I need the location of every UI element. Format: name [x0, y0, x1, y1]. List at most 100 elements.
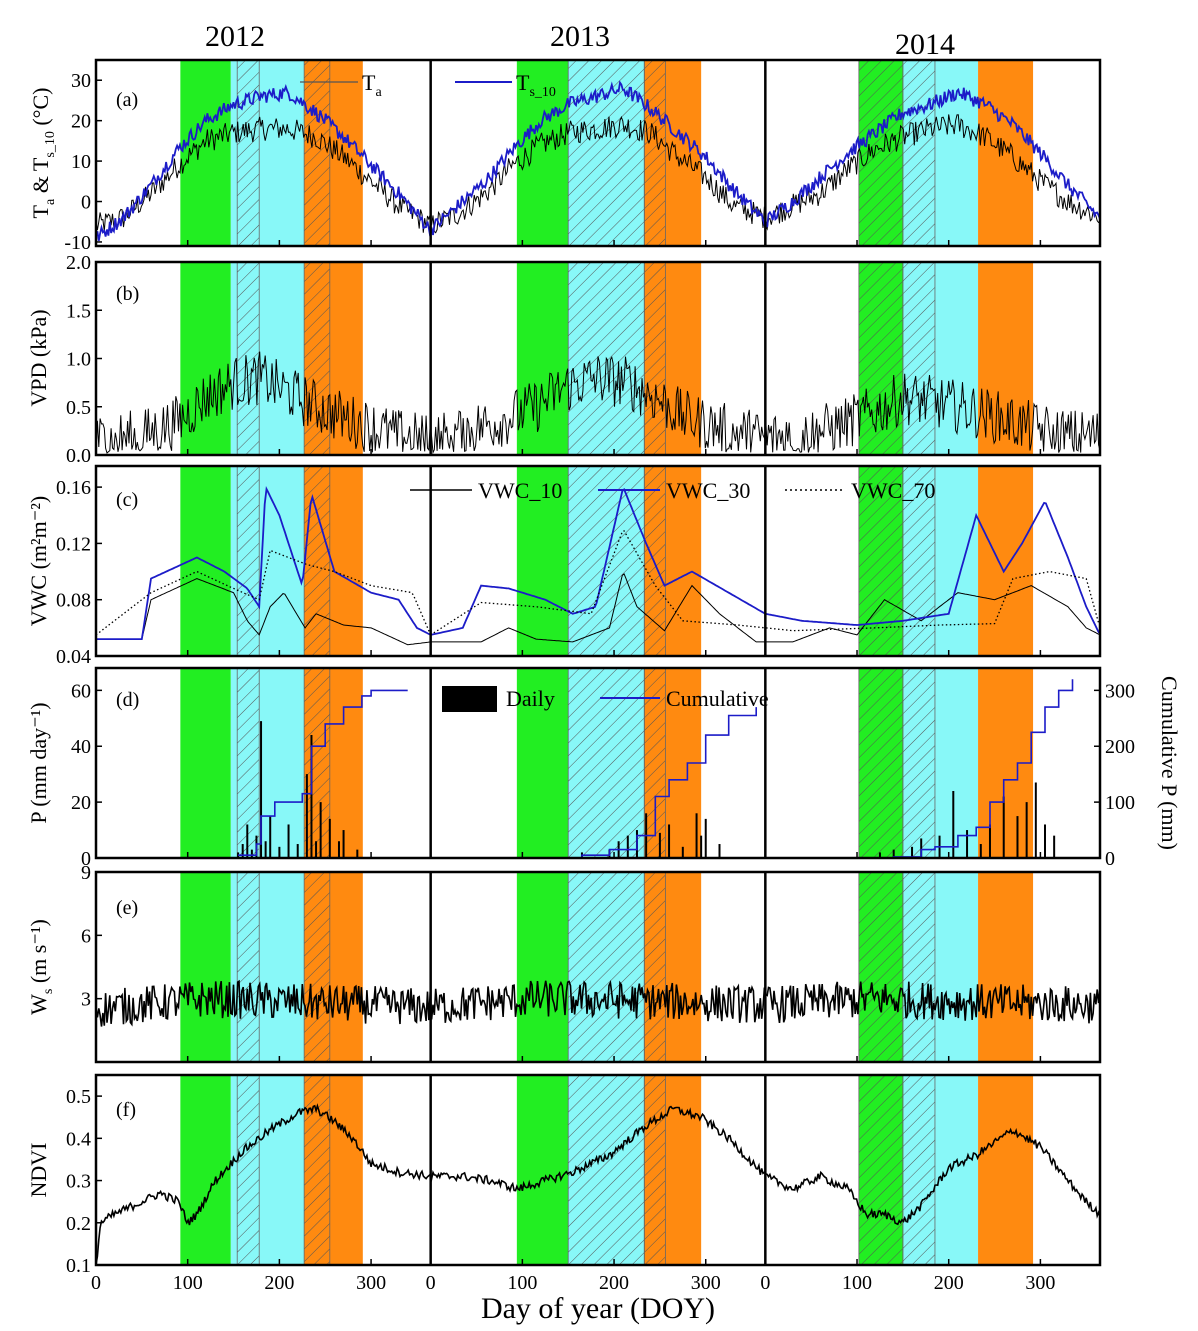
- xticks: 0 100 200 300 0 100 200 300 0 100 200 300: [91, 240, 1055, 1294]
- ylabel-e: Ws (m s⁻¹): [26, 919, 56, 1015]
- ylabel-d-right: Cumulative P (mm): [1157, 676, 1182, 850]
- series-panel-e: [96, 979, 1100, 1027]
- hatch-2012-0-c: [236, 465, 260, 657]
- yticks-panel-e: 3 6 9: [81, 862, 102, 1011]
- series-VWC_30-line: [96, 485, 1100, 640]
- xtick-label: 200: [934, 1272, 964, 1294]
- ytick-label: 0.08: [56, 590, 91, 612]
- hatch-2014-1-f: [902, 1074, 936, 1266]
- panel-border: [94, 870, 1102, 1064]
- hatch-2012-1-f: [303, 1074, 331, 1266]
- band-green-2012-d: [180, 668, 231, 858]
- band-green-2012-a: [180, 60, 231, 246]
- bands-panel-f: [180, 1074, 1034, 1266]
- data-series: [96, 80, 1100, 1265]
- svg-text:VWC_10: VWC_10: [478, 478, 562, 503]
- xtick-label: 300: [356, 1272, 386, 1294]
- hatch-2013-1-b: [643, 261, 666, 456]
- svg-text:VWC_70: VWC_70: [851, 478, 935, 503]
- band-green-2013-e: [516, 872, 569, 1062]
- panel-border: [94, 1073, 1102, 1267]
- ytick-label: 60: [71, 680, 91, 702]
- ytick-right-label: 200: [1105, 736, 1135, 758]
- series-NDVI-line: [96, 1103, 1100, 1265]
- xtick-label: 300: [691, 1272, 721, 1294]
- panel-border: [94, 464, 1102, 658]
- band-orange-2014-c: [978, 466, 1034, 656]
- ytick-label: -10: [64, 232, 91, 254]
- hatch-2012-1-a: [303, 59, 331, 247]
- band-orange-2014-f: [978, 1075, 1034, 1265]
- xtick-label: 0: [760, 1272, 770, 1294]
- ytick-label: 0.04: [56, 646, 91, 668]
- series-Ta-line: [96, 114, 1100, 234]
- yticks-panel-c: 0.04 0.08 0.12 0.16: [56, 477, 102, 668]
- year-label-2014: 2014: [895, 28, 955, 61]
- ytick-right-label: 0: [1105, 848, 1115, 870]
- ytick-label: 1.5: [66, 300, 91, 322]
- hatch-2014-1-b: [902, 261, 936, 456]
- ytick-label: 9: [81, 862, 91, 884]
- legend-c: VWC_10 VWC_30 VWC_70: [410, 478, 935, 503]
- hatch-2013-1-e: [643, 871, 666, 1063]
- frame-panel-e: [94, 870, 1102, 1064]
- series-panel-a: [96, 80, 1100, 241]
- hatch-2013-0-e: [567, 871, 645, 1063]
- ytick-label: 0.12: [56, 533, 91, 555]
- ytick-label: 10: [71, 151, 91, 173]
- legend-d: Daily Cumulative: [442, 686, 769, 712]
- hatch-2012-0-f: [236, 1074, 260, 1266]
- yticks-panel-d: 0 20 40 60 0 100 200 300: [71, 680, 1135, 870]
- yticks-panel-f: 0.1 0.2 0.3 0.4 0.5: [66, 1086, 102, 1277]
- ytick-right-label: 100: [1105, 792, 1135, 814]
- band-orange-2014-a: [978, 60, 1034, 246]
- xtick-label: 0: [91, 1272, 101, 1294]
- xtick-label: 100: [173, 1272, 203, 1294]
- xtick-label: 100: [842, 1272, 872, 1294]
- band-green-2012-f: [180, 1075, 231, 1265]
- ytick-label: 0.0: [66, 445, 91, 467]
- ytick-label: 20: [71, 792, 91, 814]
- legend-a: Ta Ts_10: [300, 70, 556, 100]
- ytick-label: 0.1: [66, 1255, 91, 1277]
- frame-panel-c: [94, 464, 1102, 658]
- hatch-2012-0-e: [236, 871, 260, 1063]
- hatch-2012-1-c: [303, 465, 331, 657]
- series-VPD-line: [96, 351, 1100, 455]
- ytick-label: 6: [81, 925, 91, 947]
- ytick-label: 3: [81, 989, 91, 1011]
- bands-panel-d: [180, 667, 1034, 859]
- panel-border: [94, 58, 1102, 248]
- ytick-label: 1.0: [66, 349, 91, 371]
- xtick-label: 300: [1025, 1272, 1055, 1294]
- frame-panel-f: [94, 1073, 1102, 1267]
- xtick-label: 200: [264, 1272, 294, 1294]
- ylabel-f: NDVI: [26, 1143, 51, 1198]
- hatch-2014-1-e: [902, 871, 936, 1063]
- panel-label-c: (c): [116, 489, 138, 511]
- band-green-2012-e: [180, 872, 231, 1062]
- ytick-label: 0: [81, 848, 91, 870]
- frame-panel-a: [94, 58, 1102, 248]
- frame-panel-d: [94, 666, 1102, 860]
- ylabel-d: P (mm day⁻¹): [26, 702, 51, 823]
- yticks-panel-b: 0.0 0.5 1.0 1.5 2.0: [66, 252, 102, 467]
- hatch-2012-1-e: [303, 871, 331, 1063]
- ytick-label: 0.5: [66, 1086, 91, 1108]
- svg-text:Ts_10: Ts_10: [516, 70, 556, 100]
- x-axis-title: Day of year (DOY): [481, 1292, 715, 1325]
- hatch-2013-0-d: [567, 667, 645, 859]
- panel-border: [94, 666, 1102, 860]
- svg-text:Daily: Daily: [506, 686, 555, 711]
- ytick-label: 20: [71, 111, 91, 133]
- series-VWC_70-line: [96, 530, 1100, 636]
- panel-label-e: (e): [116, 897, 138, 919]
- hatch-2013-1-a: [643, 59, 666, 247]
- hatch-2014-0-a: [858, 59, 904, 247]
- ytick-label: 40: [71, 736, 91, 758]
- hatch-2014-0-e: [858, 871, 904, 1063]
- hatch-2012-0-b: [236, 261, 260, 456]
- panel-label-a: (a): [116, 89, 138, 111]
- hatch-2012-1-d: [303, 667, 331, 859]
